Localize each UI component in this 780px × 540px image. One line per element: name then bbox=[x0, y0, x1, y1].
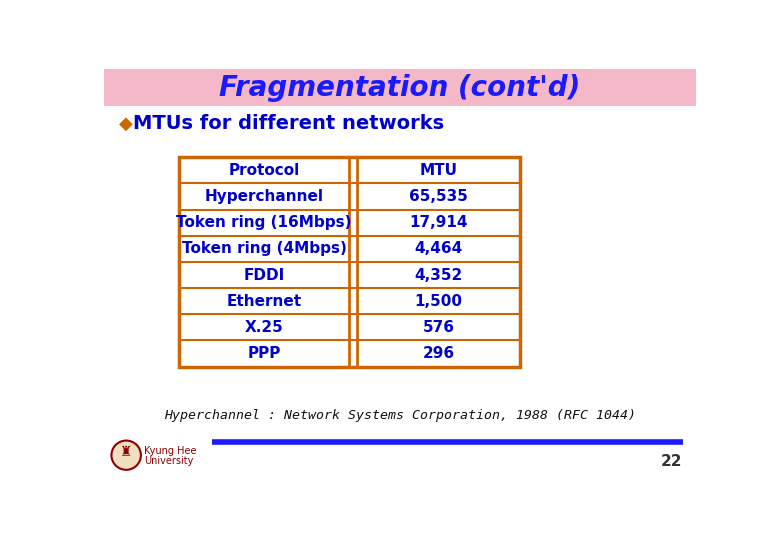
Text: 22: 22 bbox=[661, 454, 682, 469]
Text: 4,352: 4,352 bbox=[414, 267, 463, 282]
Text: Hyperchannel : Network Systems Corporation, 1988 (RFC 1044): Hyperchannel : Network Systems Corporati… bbox=[164, 409, 636, 422]
Text: Token ring (16Mbps): Token ring (16Mbps) bbox=[176, 215, 352, 230]
Text: 17,914: 17,914 bbox=[410, 215, 468, 230]
Text: MTU: MTU bbox=[420, 163, 458, 178]
Ellipse shape bbox=[112, 441, 141, 470]
Text: X.25: X.25 bbox=[245, 320, 283, 335]
Text: PPP: PPP bbox=[247, 346, 281, 361]
Text: Hyperchannel: Hyperchannel bbox=[204, 189, 324, 204]
Text: Token ring (4Mbps): Token ring (4Mbps) bbox=[182, 241, 346, 256]
Text: ♜: ♜ bbox=[120, 445, 133, 459]
Text: 4,464: 4,464 bbox=[414, 241, 463, 256]
Text: 65,535: 65,535 bbox=[409, 189, 468, 204]
Text: 296: 296 bbox=[423, 346, 455, 361]
Text: ◆: ◆ bbox=[119, 114, 133, 132]
Text: 1,500: 1,500 bbox=[414, 294, 463, 309]
Text: 576: 576 bbox=[423, 320, 455, 335]
Text: Fragmentation (cont'd): Fragmentation (cont'd) bbox=[219, 74, 580, 102]
Bar bbox=[179, 157, 520, 367]
Text: Ethernet: Ethernet bbox=[226, 294, 302, 309]
Bar bbox=[104, 70, 696, 106]
Text: Protocol: Protocol bbox=[229, 163, 300, 178]
Text: FDDI: FDDI bbox=[243, 267, 285, 282]
Text: MTUs for different networks: MTUs for different networks bbox=[133, 114, 445, 133]
Text: University: University bbox=[144, 456, 193, 467]
Text: Kyung Hee: Kyung Hee bbox=[144, 446, 197, 456]
